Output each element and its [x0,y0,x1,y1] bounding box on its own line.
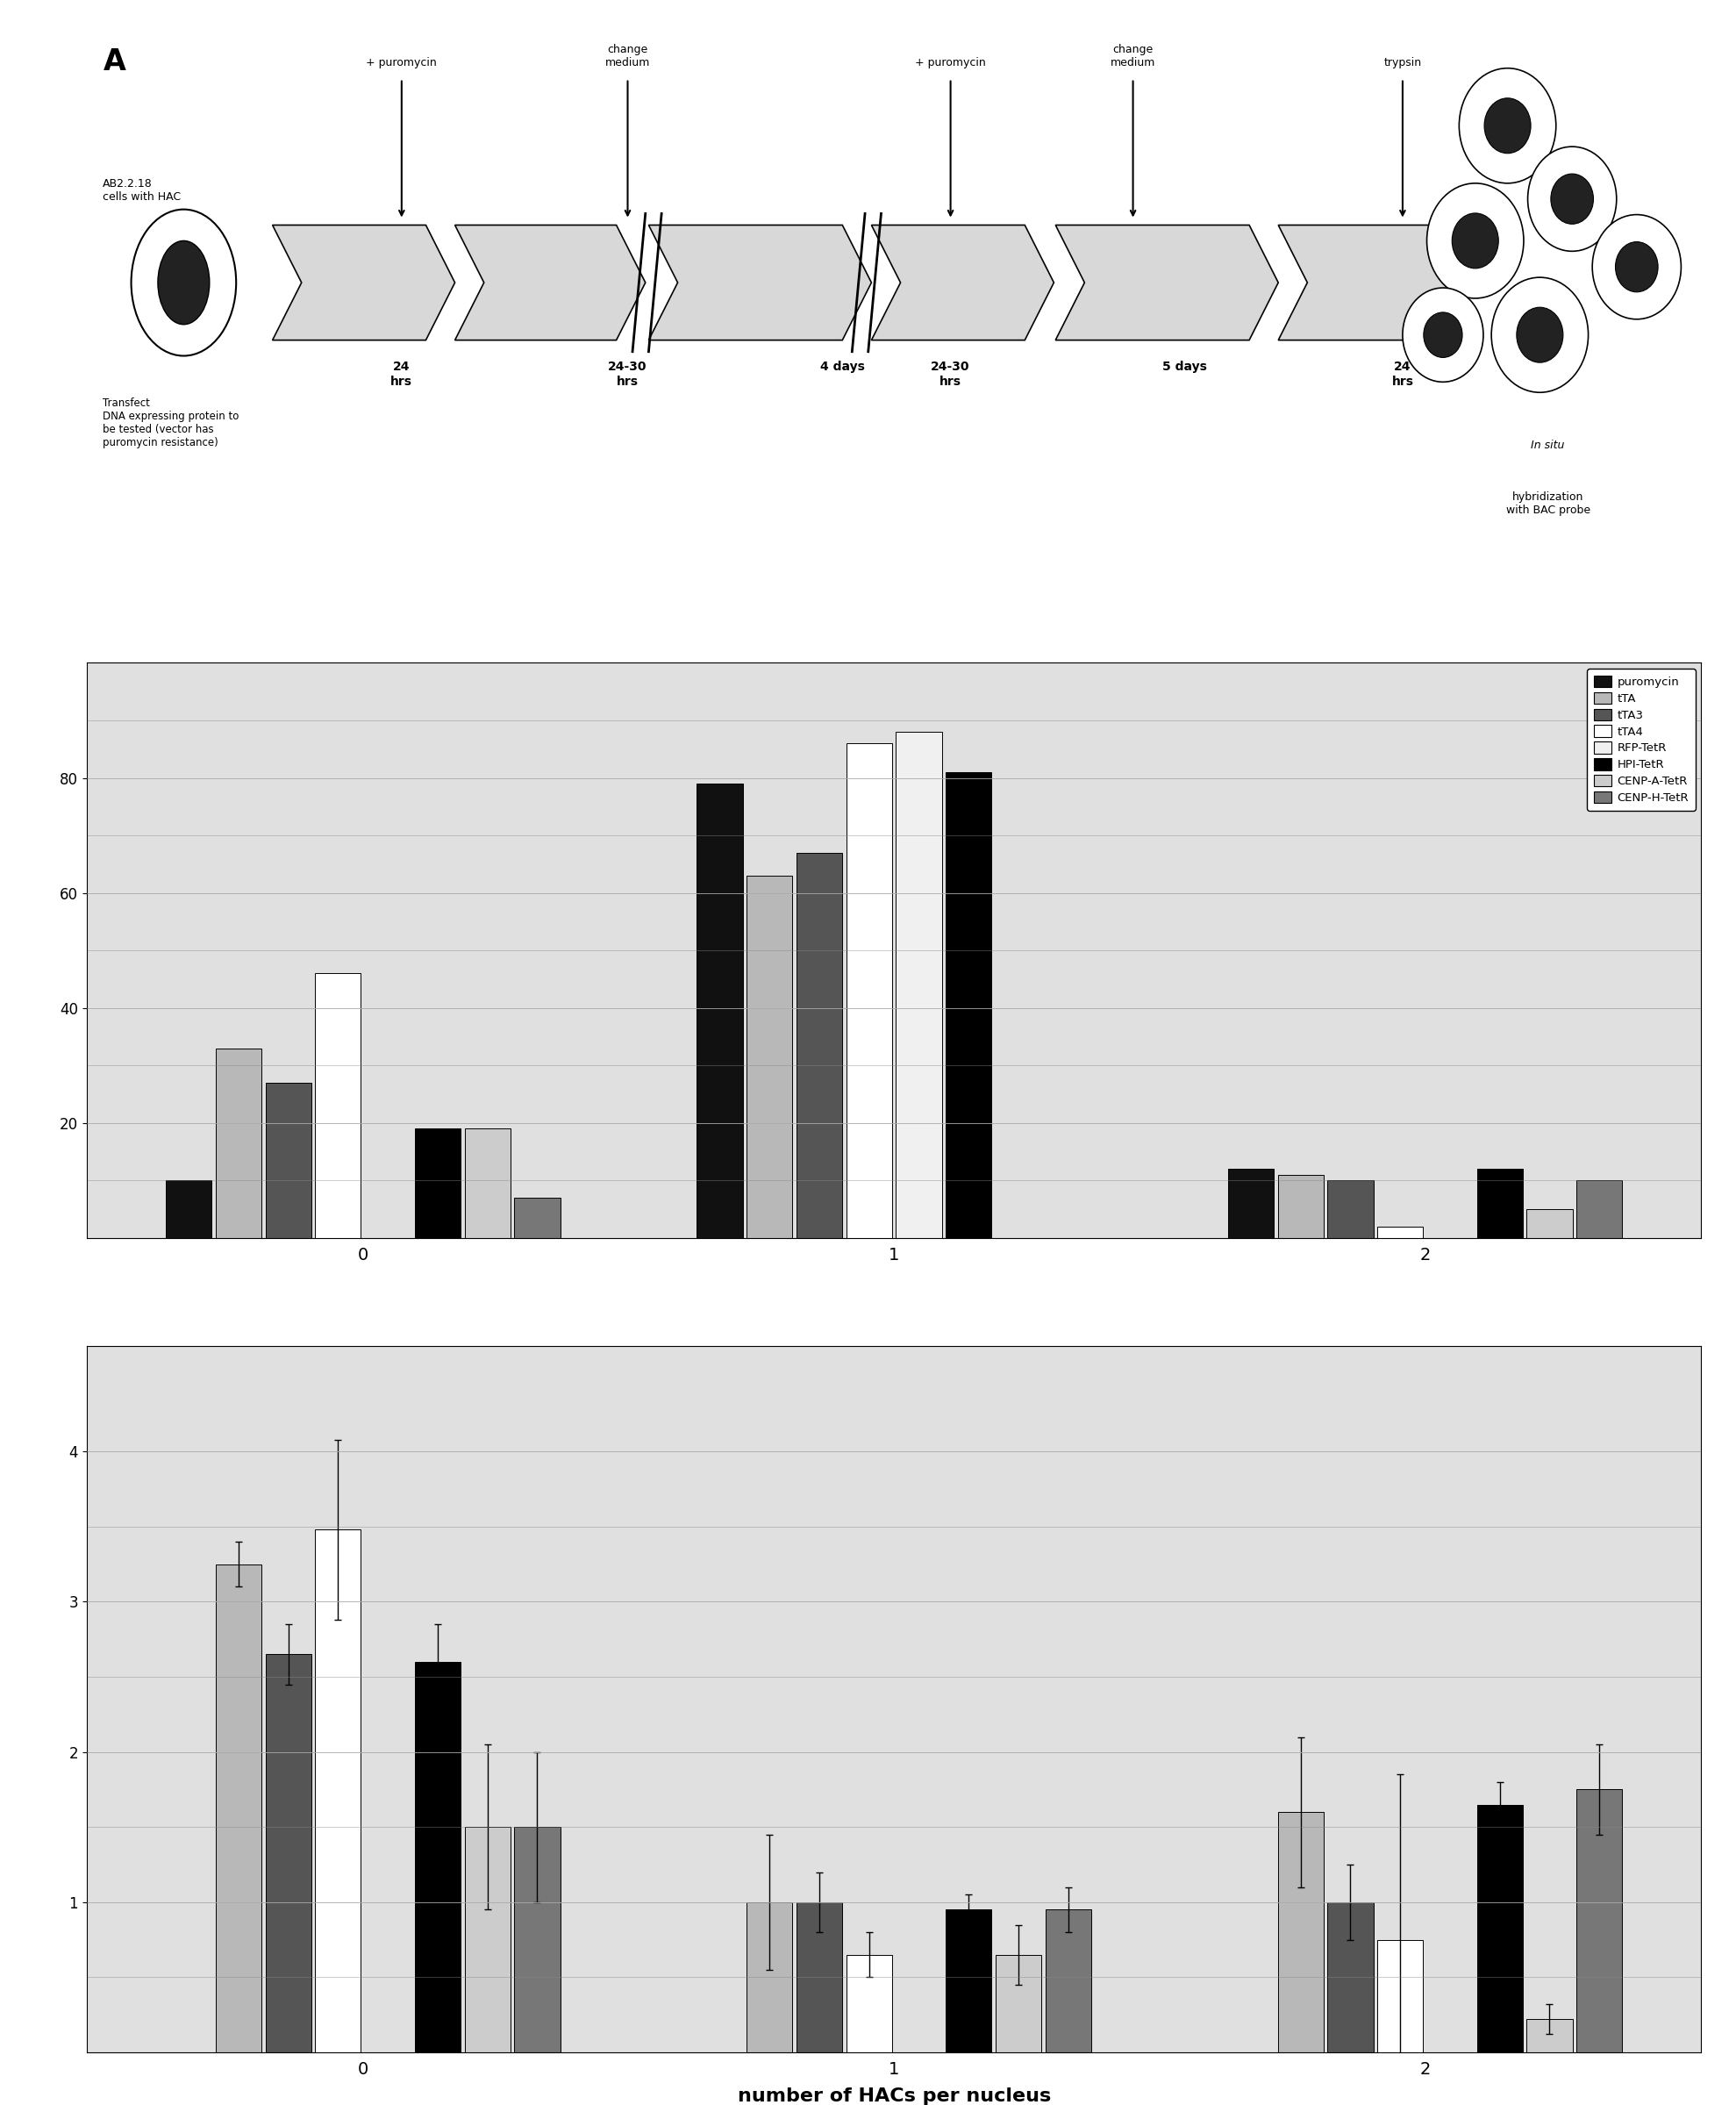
Bar [746,876,792,1238]
Ellipse shape [1491,278,1588,392]
Text: 5 days: 5 days [1163,362,1207,373]
Bar [215,1048,262,1238]
Bar [1477,1168,1522,1238]
Text: trypsin: trypsin [1384,57,1422,67]
Bar [996,1956,1042,2052]
Text: AB2.2.18
cells with HAC: AB2.2.18 cells with HAC [102,179,181,202]
Ellipse shape [1451,213,1498,267]
Ellipse shape [1592,215,1680,320]
Ellipse shape [1550,175,1594,223]
Bar [215,1564,262,2052]
Text: A: A [102,46,125,76]
Bar [1328,1181,1373,1238]
Bar [514,1827,561,2052]
Bar [845,1956,892,2052]
Legend: puromycin, tTA, tTA3, tTA4, RFP-TetR, HPI-TetR, CENP-A-TetR, CENP-H-TetR: puromycin, tTA, tTA3, tTA4, RFP-TetR, HP… [1587,669,1696,810]
Bar [1526,2019,1573,2052]
Bar [415,1128,460,1238]
Bar [1328,1903,1373,2052]
Ellipse shape [1528,147,1616,250]
Text: change
medium: change medium [606,44,651,67]
Polygon shape [273,225,455,341]
Ellipse shape [1427,183,1524,299]
Bar [797,853,842,1238]
Bar [465,1827,510,2052]
Bar [1576,1181,1621,1238]
Bar [266,1655,311,2052]
Ellipse shape [132,208,236,356]
Bar [1278,1175,1323,1238]
Polygon shape [1278,225,1460,341]
Text: 24
hrs: 24 hrs [391,362,413,387]
Ellipse shape [1616,242,1658,293]
Text: 24-30
hrs: 24-30 hrs [930,362,970,387]
Bar [946,1909,991,2052]
Bar [797,1903,842,2052]
Bar [316,973,361,1238]
Ellipse shape [1424,312,1462,358]
Bar [316,1530,361,2052]
Text: hybridization
with BAC probe: hybridization with BAC probe [1505,493,1590,516]
Bar [1045,1909,1092,2052]
Ellipse shape [1403,288,1483,381]
Bar [1477,1804,1522,2052]
Bar [1227,1168,1274,1238]
Bar [1576,1789,1621,2052]
Text: Transfect
DNA expressing protein to
be tested (vector has
puromycin resistance): Transfect DNA expressing protein to be t… [102,398,240,448]
Text: 24-30
hrs: 24-30 hrs [608,362,648,387]
Ellipse shape [1460,67,1555,183]
Polygon shape [1055,225,1278,341]
Bar [946,773,991,1238]
Bar [266,1082,311,1238]
Polygon shape [871,225,1054,341]
Bar [1278,1812,1323,2052]
Bar [1526,1210,1573,1238]
Text: + puromycin: + puromycin [915,57,986,67]
Bar [896,733,943,1238]
Bar [696,783,743,1238]
Text: + puromycin: + puromycin [366,57,437,67]
Bar [746,1903,792,2052]
Ellipse shape [1517,307,1562,362]
Polygon shape [455,225,646,341]
Text: In situ: In situ [1531,440,1564,450]
Bar [845,743,892,1238]
Bar [1377,1939,1424,2052]
Polygon shape [649,225,871,341]
Bar [415,1661,460,2052]
Bar [1377,1227,1424,1238]
Text: 4 days: 4 days [819,362,865,373]
Bar [465,1128,510,1238]
X-axis label: number of HACs per nucleus: number of HACs per nucleus [738,2088,1050,2105]
Ellipse shape [158,240,210,324]
Text: change
medium: change medium [1111,44,1156,67]
Text: 24
hrs: 24 hrs [1392,362,1413,387]
Bar [514,1198,561,1238]
Bar [167,1181,212,1238]
Ellipse shape [1484,99,1531,154]
